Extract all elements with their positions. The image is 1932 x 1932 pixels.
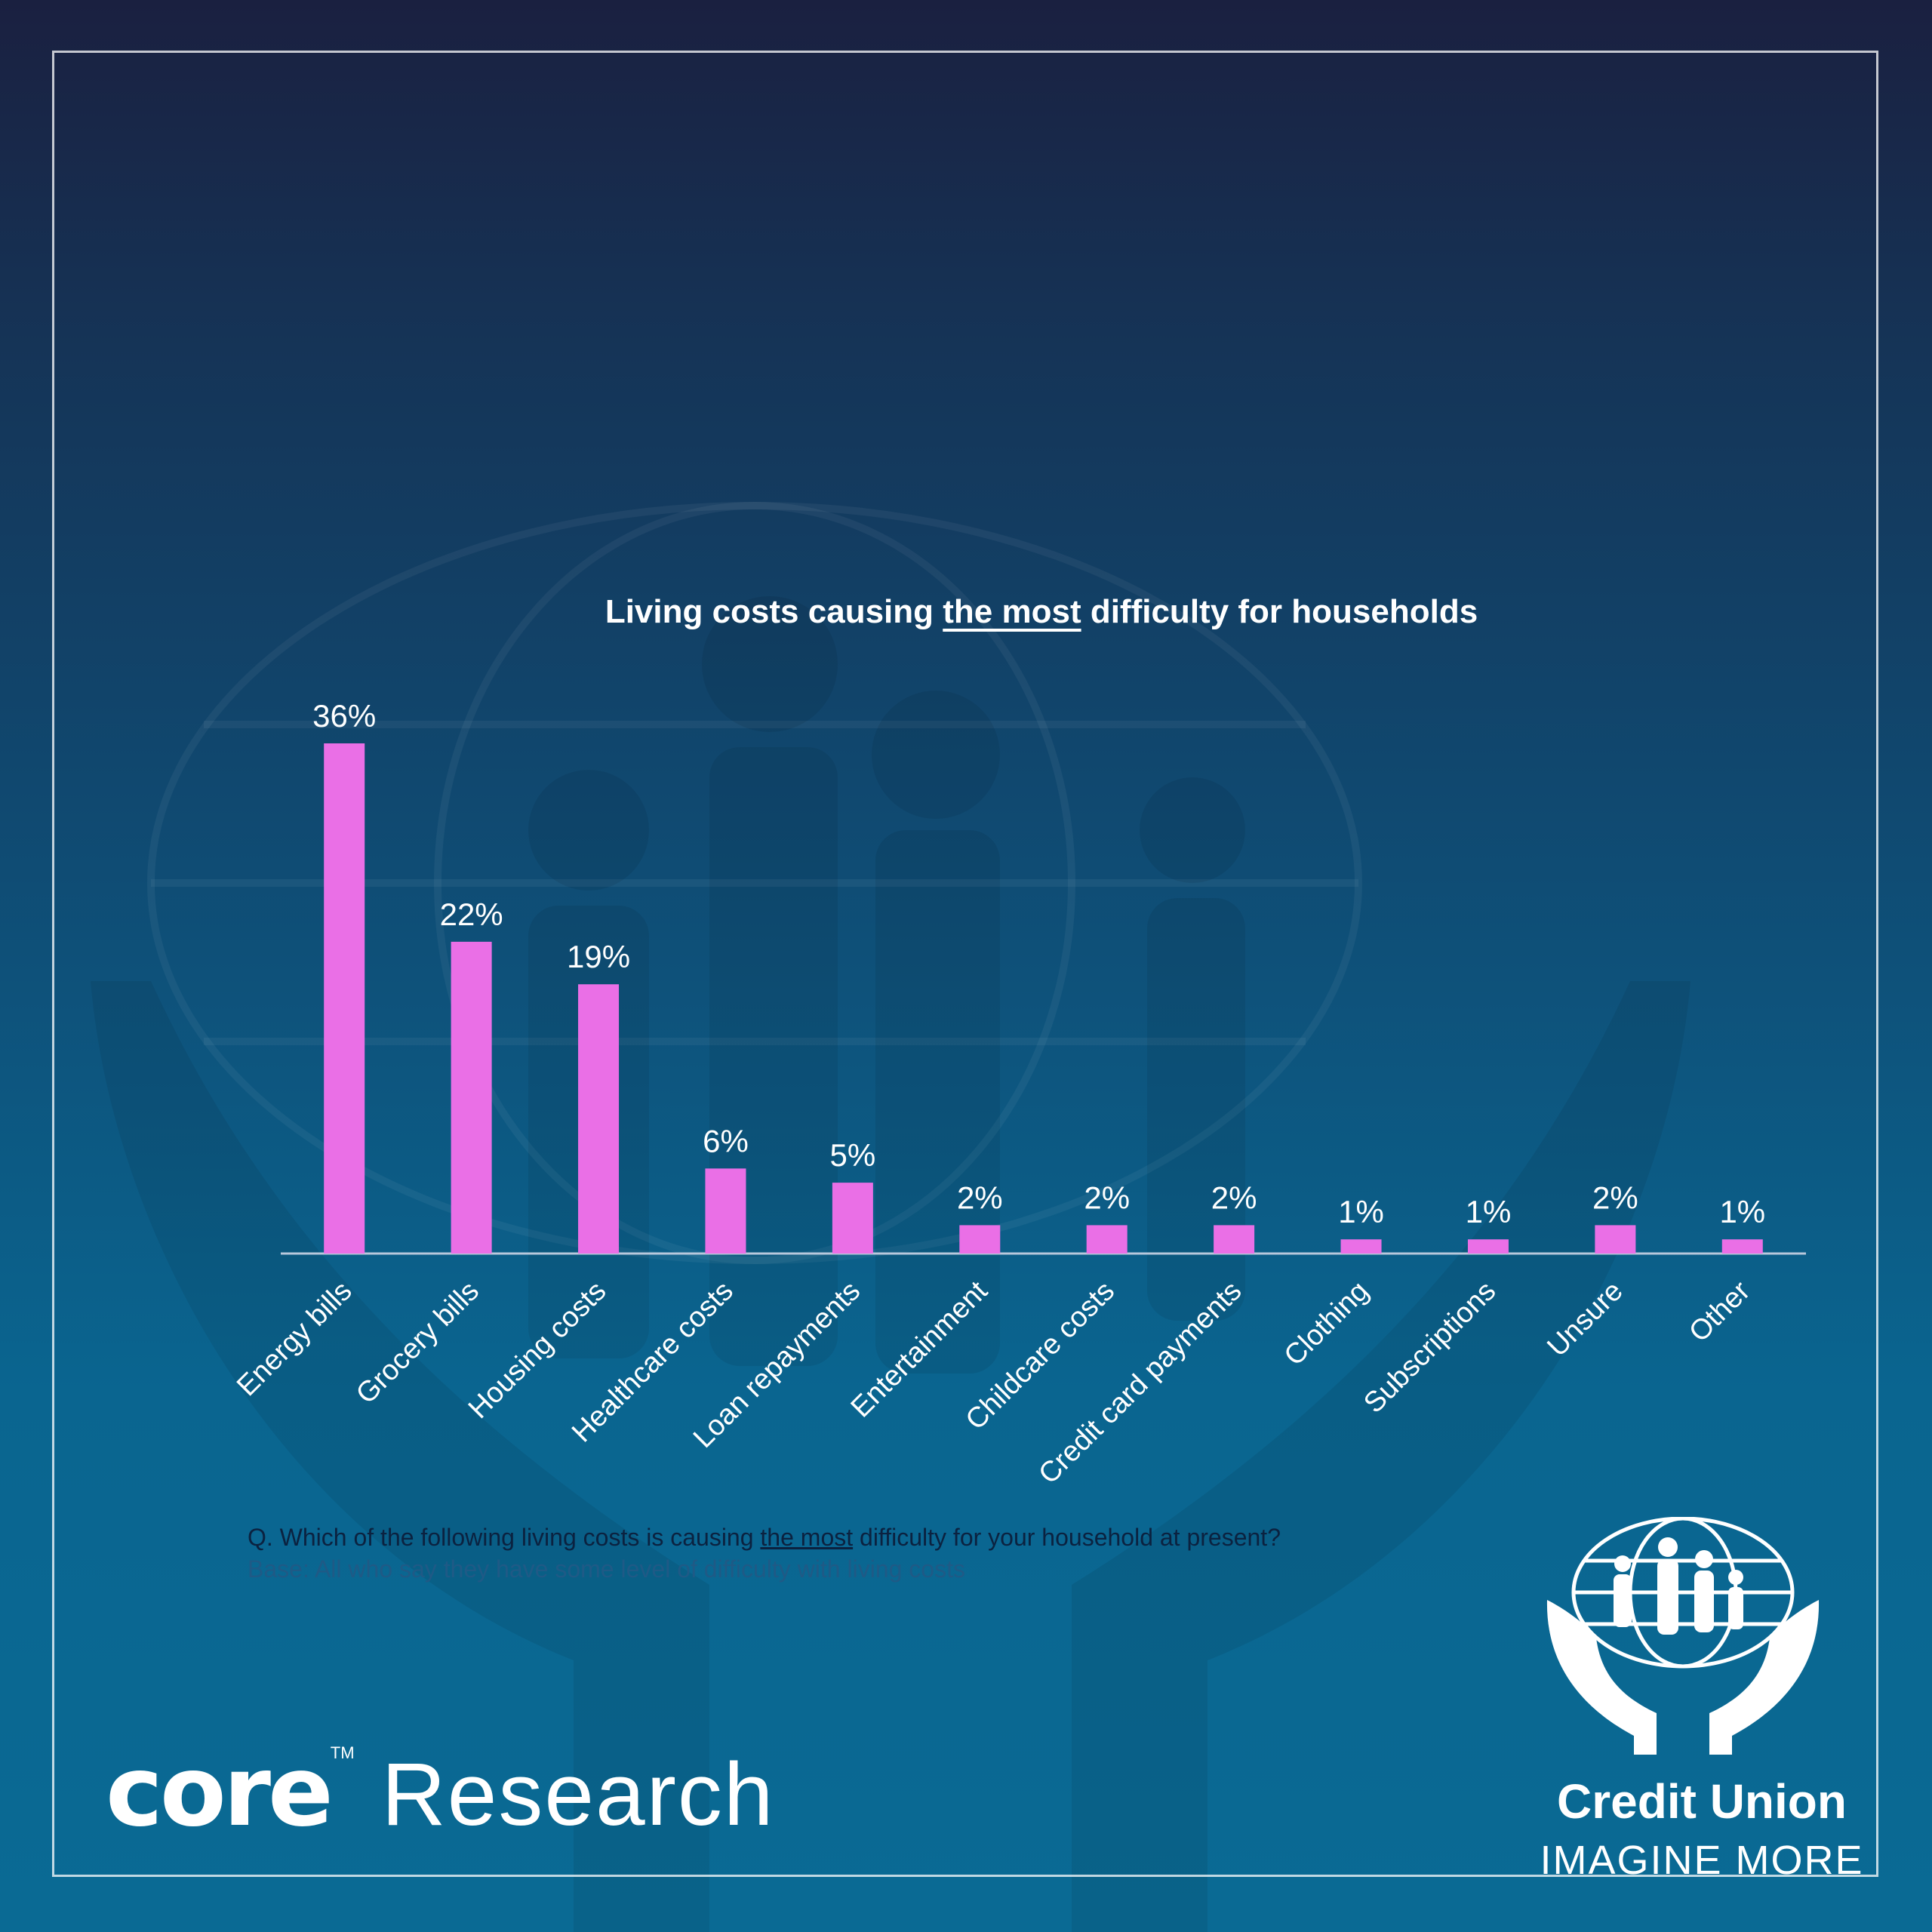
bar-0 [324,743,365,1254]
content-frame [52,51,1878,1877]
bar-4 [832,1183,873,1254]
data-label-11: 1% [1719,1194,1765,1229]
data-label-4: 5% [830,1137,876,1173]
bar-5 [959,1225,1001,1254]
category-label-0: Energy bills [231,1275,358,1403]
data-label-7: 2% [1211,1180,1257,1215]
chart-title: Living costs causing the most difficulty… [377,593,1706,631]
survey-question-emphasis: the most [760,1524,854,1551]
data-label-3: 6% [703,1123,749,1158]
bar-7 [1214,1225,1255,1254]
category-label-10: Unsure [1541,1275,1629,1363]
footnote: Q. Which of the following living costs i… [248,1521,1281,1585]
survey-base: Base: All who say they have some level o… [248,1555,965,1583]
data-label-1: 22% [440,897,503,932]
survey-question: Q. Which of the following living costs i… [248,1524,1281,1551]
category-label-1: Grocery bills [350,1275,485,1411]
data-label-10: 2% [1592,1180,1638,1215]
credit-union-name: Credit Union [1557,1774,1847,1829]
category-label-9: Subscriptions [1358,1275,1502,1420]
bar-8 [1340,1239,1382,1254]
category-label-7: Credit card payments [1032,1275,1247,1491]
data-label-0: 36% [312,698,376,734]
category-label-8: Clothing [1278,1275,1375,1372]
globe-family-hands-icon [1546,1517,1820,1755]
bar-1 [451,941,492,1254]
chart-title-end: difficulty for households [1081,593,1478,630]
category-label-11: Other [1683,1275,1756,1348]
bar-11 [1721,1239,1763,1254]
chart-title-start: Living costs causing [605,593,943,630]
bar-9 [1467,1239,1509,1254]
data-label-6: 2% [1084,1180,1130,1215]
core-research-logo: coreTM Research [106,1736,775,1848]
bar-6 [1086,1225,1128,1254]
core-wordmark: core [106,1736,334,1848]
trademark-mark: TM [330,1743,355,1762]
data-label-8: 1% [1338,1194,1384,1229]
research-wordmark: Research [381,1745,775,1844]
credit-union-tagline: IMAGINE MORE [1540,1838,1864,1883]
data-label-2: 19% [567,939,630,974]
data-label-9: 1% [1466,1194,1512,1229]
data-label-5: 2% [957,1180,1003,1215]
bar-2 [578,984,620,1254]
chart-title-emphasis: the most [943,593,1081,630]
bar-3 [705,1168,746,1254]
bar-10 [1595,1225,1636,1254]
